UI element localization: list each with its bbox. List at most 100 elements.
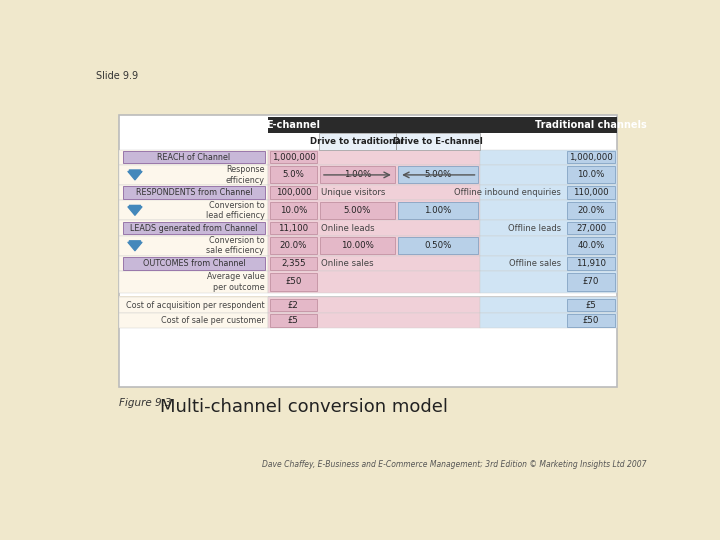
Bar	[122, 186, 265, 199]
Text: 40.0%: 40.0%	[577, 241, 605, 250]
Text: Cost of acquisition per respondent: Cost of acquisition per respondent	[126, 301, 264, 309]
Bar	[480, 150, 617, 165]
Bar	[480, 256, 617, 271]
Text: 2,355: 2,355	[281, 259, 306, 268]
Bar	[120, 313, 269, 328]
Text: Dave Chaffey, E-Business and E-Commerce Management; 3rd Edition © Marketing Insi: Dave Chaffey, E-Business and E-Commerce …	[262, 460, 647, 469]
Bar	[567, 222, 616, 234]
Text: Drive to traditional: Drive to traditional	[310, 137, 405, 146]
Bar	[480, 200, 617, 220]
Text: 10.0%: 10.0%	[280, 206, 307, 215]
Text: 5.00%: 5.00%	[343, 206, 371, 215]
Text: 100,000: 100,000	[276, 188, 311, 197]
Bar	[120, 150, 269, 165]
Text: Offline inbound enquiries: Offline inbound enquiries	[454, 188, 561, 197]
Bar	[120, 185, 269, 200]
Bar	[567, 186, 616, 199]
Bar	[567, 237, 616, 254]
Bar	[270, 151, 317, 164]
Bar	[397, 202, 478, 219]
Text: £5: £5	[288, 316, 299, 325]
Bar	[270, 202, 317, 219]
Bar	[480, 185, 617, 200]
Bar	[320, 166, 395, 184]
Bar	[480, 236, 617, 256]
Bar	[567, 151, 616, 164]
Bar	[269, 165, 480, 185]
Bar	[480, 313, 617, 328]
Text: Drive to E-channel: Drive to E-channel	[393, 137, 483, 146]
Text: Slide 9.9: Slide 9.9	[96, 71, 138, 81]
Text: £5: £5	[585, 301, 596, 309]
Bar	[270, 237, 317, 254]
Bar	[122, 257, 265, 269]
Text: Offline sales: Offline sales	[509, 259, 561, 268]
Bar	[480, 220, 617, 236]
Text: 11,910: 11,910	[576, 259, 606, 268]
Bar	[122, 151, 265, 164]
Bar	[567, 314, 616, 327]
Bar	[269, 271, 480, 293]
Bar	[480, 298, 617, 313]
FancyArrowPatch shape	[128, 241, 142, 251]
Bar	[269, 200, 480, 220]
Text: Unique visitors: Unique visitors	[321, 188, 385, 197]
Bar	[269, 185, 480, 200]
Text: 110,000: 110,000	[573, 188, 609, 197]
Bar	[269, 150, 480, 165]
Bar	[397, 166, 478, 184]
Text: 20.0%: 20.0%	[280, 241, 307, 250]
Bar	[269, 298, 480, 313]
Bar	[319, 132, 480, 150]
Bar	[269, 313, 480, 328]
Text: Traditional channels: Traditional channels	[535, 120, 647, 130]
Bar	[480, 165, 617, 185]
Bar	[270, 186, 317, 199]
Text: Multi-channel conversion model: Multi-channel conversion model	[160, 398, 448, 416]
Text: 5.0%: 5.0%	[282, 171, 305, 179]
Bar	[270, 314, 317, 327]
Text: Conversion to
lead efficiency: Conversion to lead efficiency	[205, 201, 264, 220]
Bar	[120, 236, 269, 256]
Bar	[397, 237, 478, 254]
Bar	[320, 202, 395, 219]
FancyArrowPatch shape	[128, 170, 142, 180]
Bar	[269, 256, 480, 271]
Bar	[269, 220, 480, 236]
Bar	[120, 165, 269, 185]
Text: Response
efficiency: Response efficiency	[225, 165, 264, 185]
Bar	[567, 299, 616, 311]
Bar	[120, 271, 269, 293]
FancyArrowPatch shape	[128, 205, 142, 215]
Text: 10.00%: 10.00%	[341, 241, 374, 250]
Bar	[396, 132, 397, 150]
Bar	[269, 296, 617, 298]
Text: Online leads: Online leads	[321, 224, 374, 233]
Text: 1,000,000: 1,000,000	[570, 153, 613, 161]
Text: OUTCOMES from Channel: OUTCOMES from Channel	[143, 259, 246, 268]
Text: Average value
per outcome: Average value per outcome	[207, 272, 264, 292]
Text: 10.0%: 10.0%	[577, 171, 605, 179]
Text: 1.00%: 1.00%	[343, 171, 371, 179]
Text: 27,000: 27,000	[576, 224, 606, 233]
Bar	[270, 299, 317, 311]
Bar	[120, 256, 269, 271]
Bar	[480, 271, 617, 293]
Bar	[269, 236, 480, 256]
Text: 0.50%: 0.50%	[424, 241, 451, 250]
Bar	[567, 166, 616, 184]
Bar	[120, 298, 269, 313]
Text: £50: £50	[583, 316, 599, 325]
Text: £70: £70	[583, 278, 599, 286]
Bar	[270, 166, 317, 184]
Text: 1.00%: 1.00%	[424, 206, 451, 215]
Text: 5.00%: 5.00%	[424, 171, 451, 179]
Text: Online sales: Online sales	[321, 259, 374, 268]
Bar	[120, 200, 269, 220]
Bar	[320, 237, 395, 254]
Bar	[269, 117, 617, 132]
Text: LEADS generated from Channel: LEADS generated from Channel	[130, 224, 258, 233]
Text: RESPONDENTS from Channel: RESPONDENTS from Channel	[135, 188, 252, 197]
Text: Offline leads: Offline leads	[508, 224, 561, 233]
Bar	[270, 273, 317, 291]
